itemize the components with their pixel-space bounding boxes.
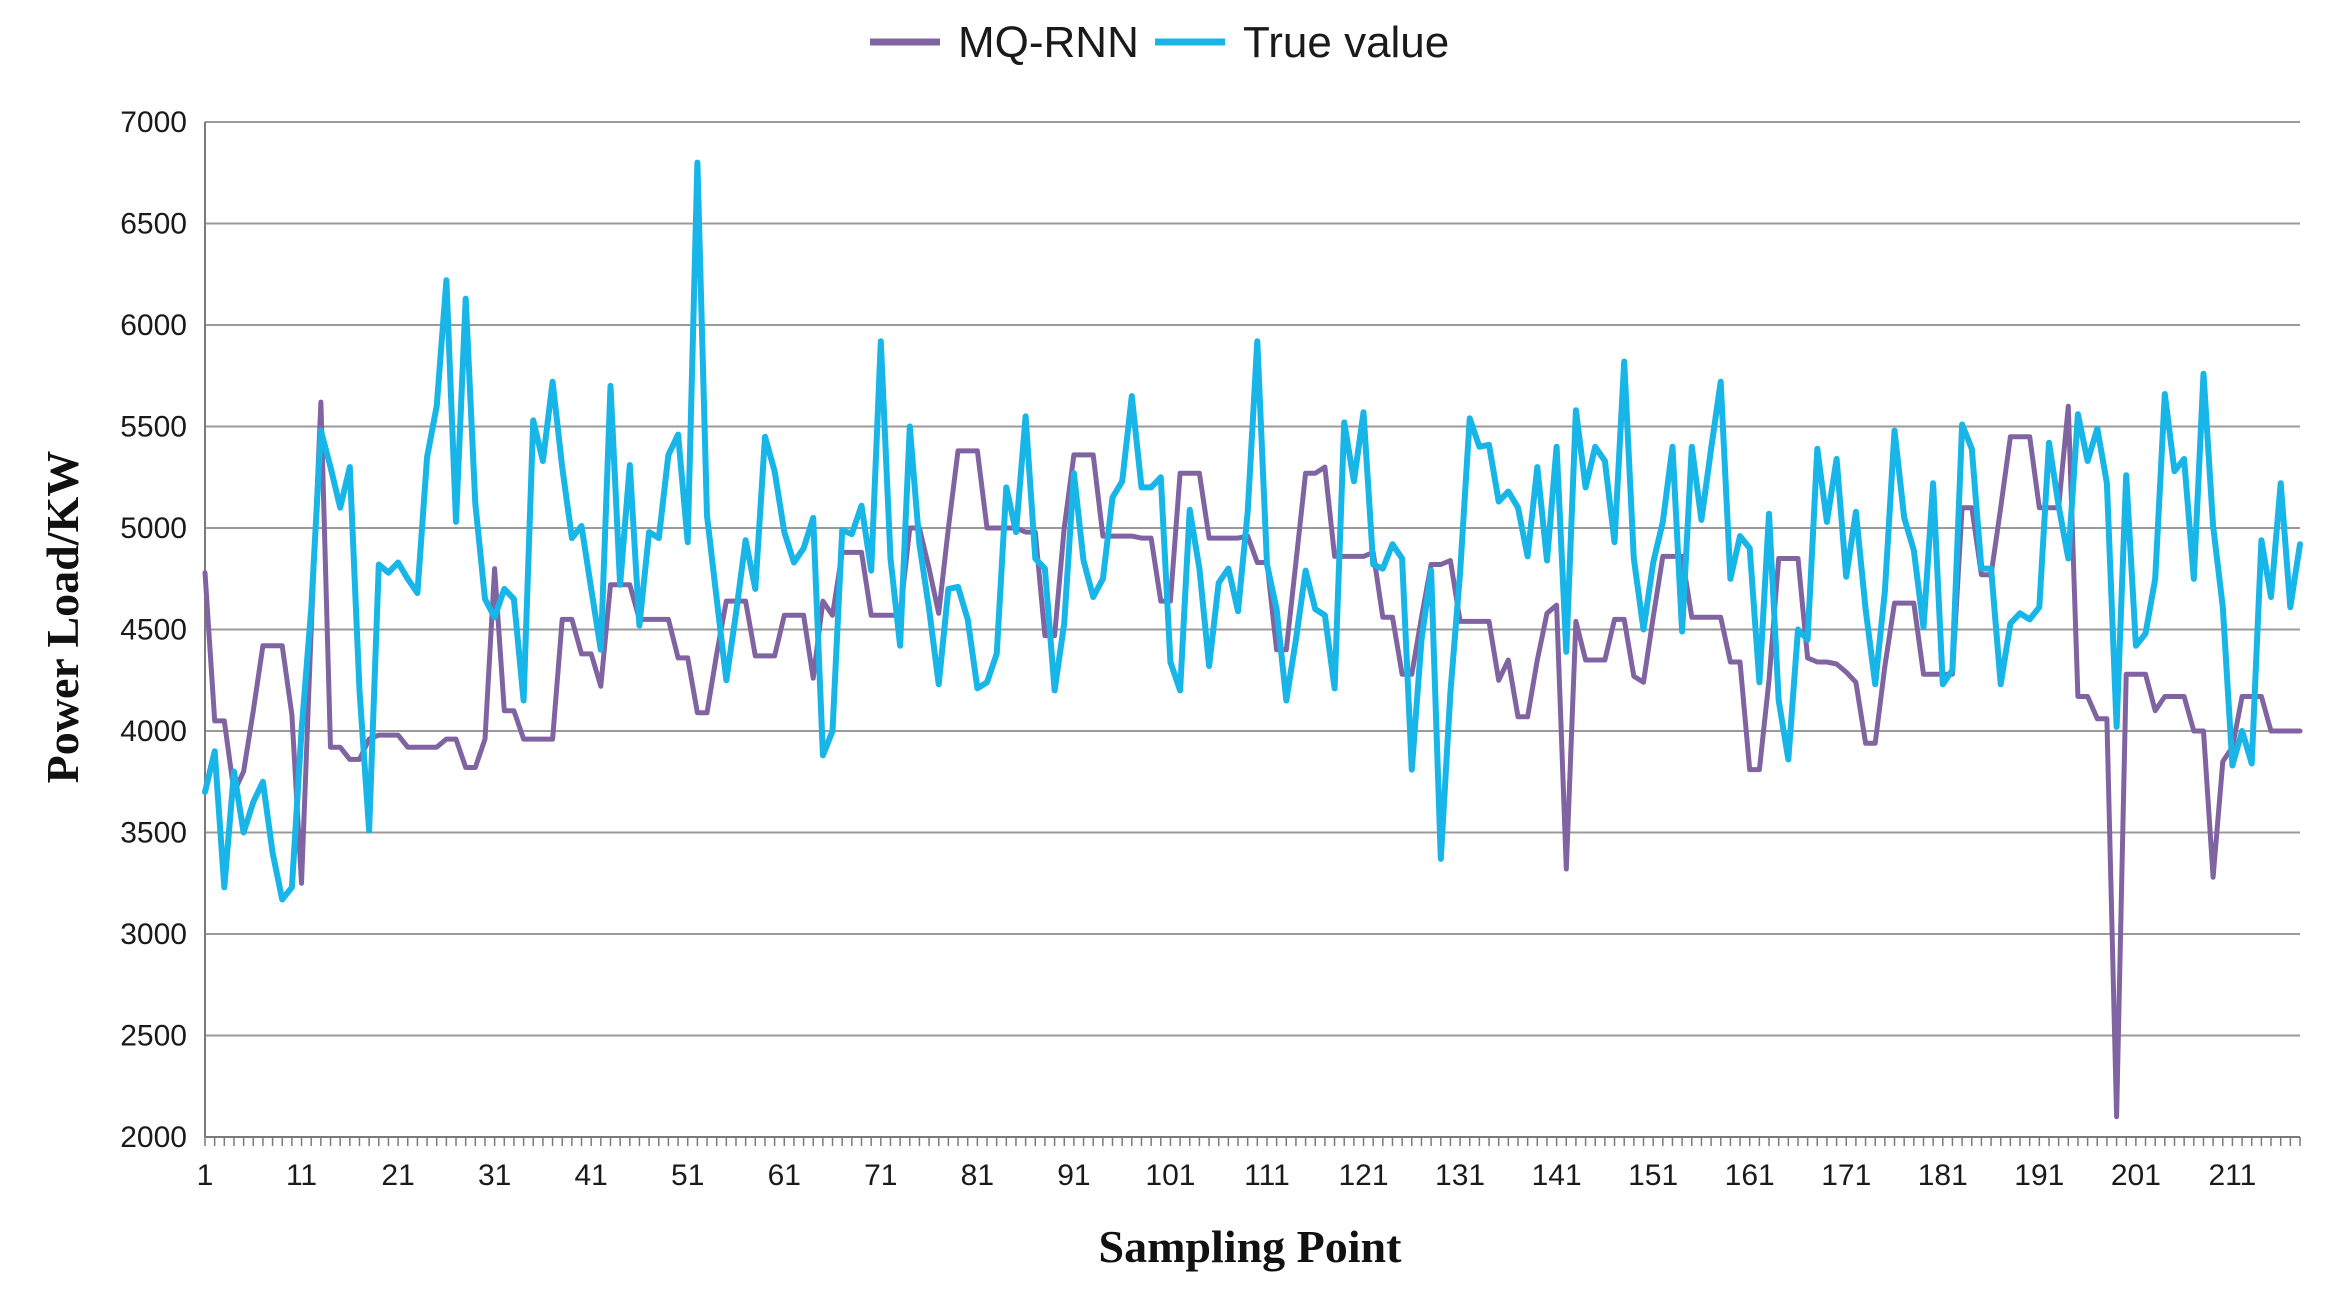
series-line-true-value	[202, 159, 2303, 903]
x-tick-label: 141	[1532, 1159, 1582, 1192]
legend: MQ-RNN True value	[870, 18, 1449, 67]
x-tick-label: 161	[1725, 1159, 1775, 1192]
y-tick-label: 5000	[120, 512, 187, 545]
x-tick-label: 21	[381, 1159, 414, 1192]
y-tick-label: 2000	[120, 1121, 187, 1154]
x-axis-ticks: 1 11 21 31 41 51 61 71 81 91 101 111 121 131 141 151 161…	[197, 1137, 2301, 1192]
x-tick-label: 111	[1244, 1159, 1290, 1192]
series-lines	[202, 159, 2303, 1120]
x-tick-label: 101	[1145, 1159, 1195, 1192]
y-tick-label: 3500	[120, 817, 187, 850]
y-tick-label: 4500	[120, 614, 187, 647]
x-tick-label: 1	[197, 1159, 214, 1192]
x-tick-label: 71	[864, 1159, 897, 1192]
legend-label-true-value: True value	[1243, 18, 1449, 67]
x-tick-label: 31	[478, 1159, 511, 1192]
x-tick-label: 51	[671, 1159, 704, 1192]
x-tick-label: 131	[1435, 1159, 1485, 1192]
x-tick-label: 181	[1918, 1159, 1968, 1192]
x-tick-label: 11	[286, 1159, 317, 1192]
y-tick-label: 2500	[120, 1020, 187, 1053]
y-tick-label: 3000	[120, 918, 187, 951]
x-tick-label: 91	[1057, 1159, 1090, 1192]
y-tick-label: 6000	[120, 309, 187, 342]
x-tick-label: 61	[768, 1159, 801, 1192]
x-tick-label: 191	[2014, 1159, 2064, 1192]
y-tick-label: 7000	[120, 106, 187, 139]
x-tick-label: 211	[2209, 1159, 2257, 1192]
x-tick-label: 171	[1821, 1159, 1871, 1192]
y-tick-label: 4000	[120, 715, 187, 748]
x-tick-label: 201	[2111, 1159, 2161, 1192]
x-tick-label: 41	[574, 1159, 607, 1192]
legend-label-mq-rnn: MQ-RNN	[958, 18, 1139, 67]
gridlines	[204, 121, 2300, 1138]
y-tick-label: 6500	[120, 208, 187, 241]
y-axis-ticks: 2000 2500 3000 3500 4000 4500 5000 5500 6000 6500…	[120, 106, 187, 1154]
x-tick-label: 151	[1628, 1159, 1678, 1192]
x-tick-label: 81	[961, 1159, 994, 1192]
x-tick-label: 121	[1338, 1159, 1388, 1192]
y-tick-label: 5500	[120, 411, 187, 444]
x-axis-title: Sampling Point	[1099, 1221, 1403, 1272]
y-axis-title: Power Load/KW	[37, 451, 88, 784]
